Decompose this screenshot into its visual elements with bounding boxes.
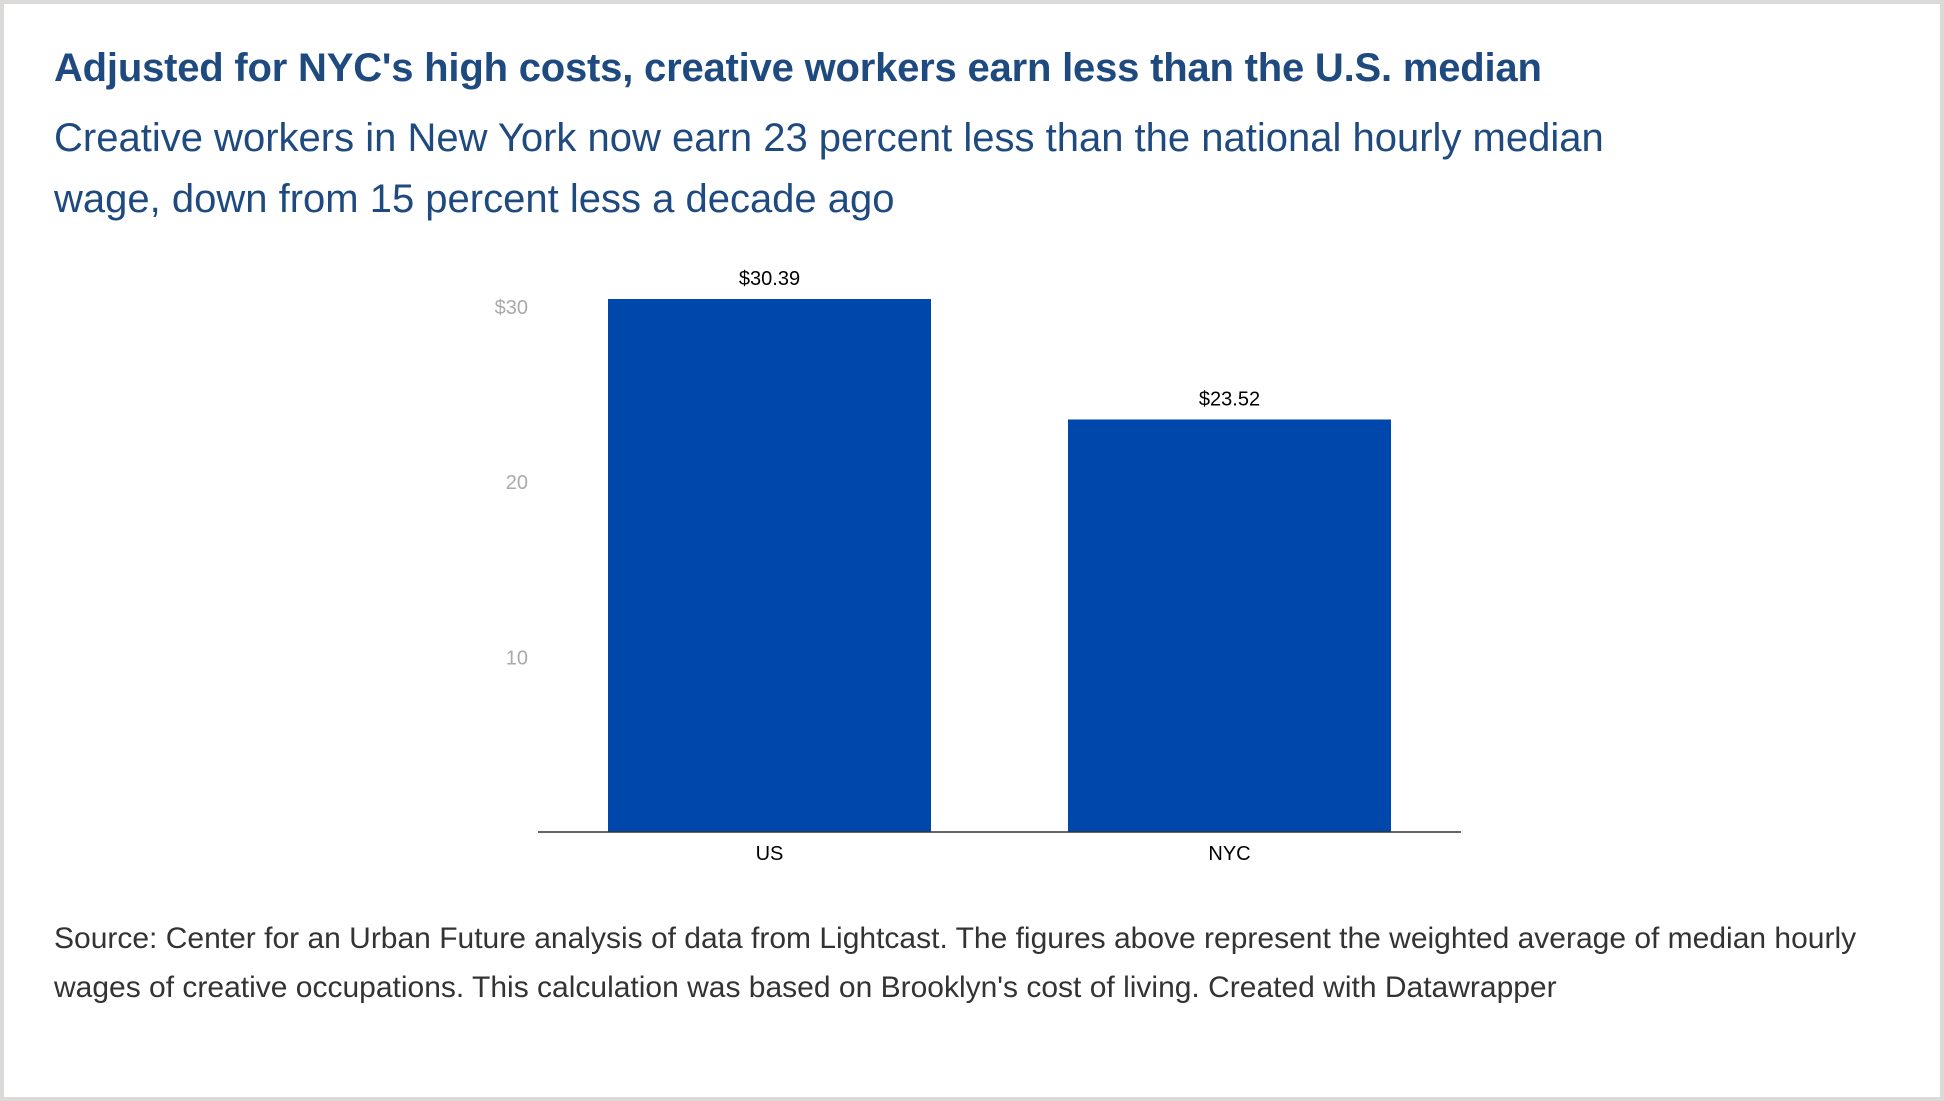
chart-title: Adjusted for NYC's high costs, creative … [54, 46, 1542, 90]
bar-nyc [1068, 419, 1391, 832]
bar-chart: 10 20 $30 $30.39 US $23.52 NYC [495, 268, 1461, 865]
x-tick-label: NYC [1208, 843, 1250, 865]
x-tick-label: US [756, 843, 784, 865]
y-tick-label: 10 [506, 648, 528, 670]
chart-subtitle: Creative workers in New York now earn 23… [54, 116, 1604, 221]
source-note: Source: Center for an Urban Future analy… [54, 922, 1857, 1004]
y-tick-label: 20 [506, 472, 528, 494]
bar-us [608, 299, 931, 832]
data-label: $23.52 [1199, 388, 1260, 410]
y-tick-label: $30 [495, 297, 528, 319]
data-label: $30.39 [739, 268, 800, 290]
